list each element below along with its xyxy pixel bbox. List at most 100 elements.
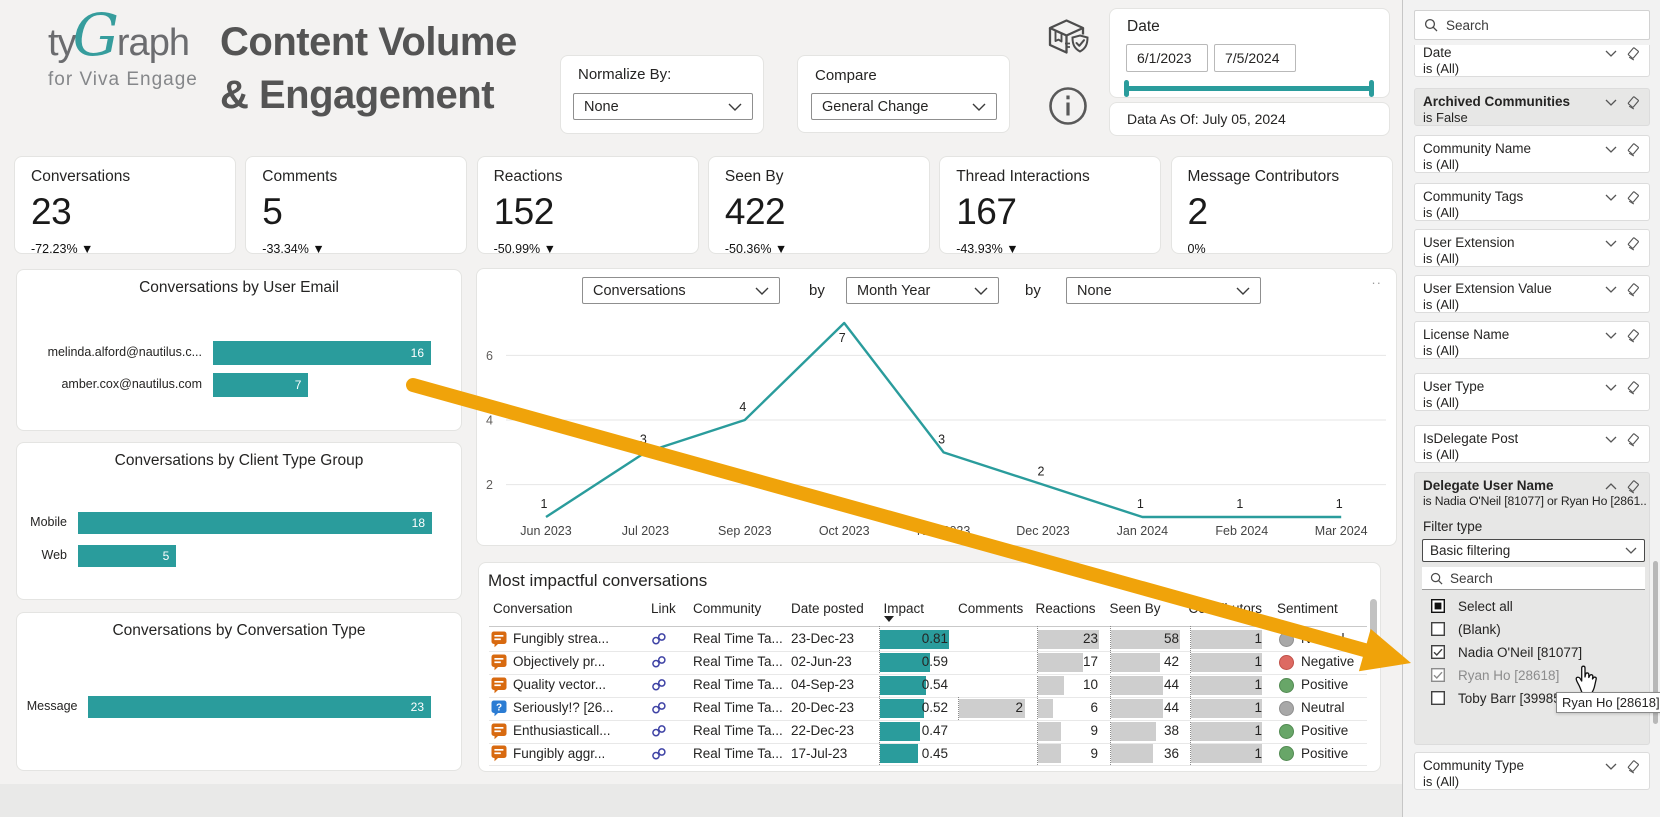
date-end-input[interactable]: 7/5/2024 (1214, 44, 1296, 72)
date-range-handle-left[interactable] (1124, 80, 1129, 97)
conversation-cell[interactable]: Objectively pr... (513, 654, 606, 670)
column-header[interactable]: Link (651, 601, 676, 616)
filter-value-search[interactable]: Search (1422, 567, 1645, 590)
date-range-handle-right[interactable] (1369, 80, 1374, 97)
bar[interactable]: 16 (213, 340, 431, 365)
dimension-dropdown-1[interactable]: Month Year (846, 277, 999, 304)
clear-filter-icon[interactable] (1626, 380, 1641, 395)
date-start-value: 6/1/2023 (1137, 50, 1192, 66)
bar[interactable]: 18 (78, 512, 432, 534)
chevron-down-icon[interactable] (1605, 146, 1617, 153)
filter-card[interactable]: User Extension is (All) (1414, 229, 1650, 267)
seen-by-value: 36 (1163, 745, 1179, 761)
clear-filter-icon[interactable] (1626, 282, 1641, 297)
clear-filter-icon[interactable] (1626, 432, 1641, 447)
link-icon[interactable] (651, 655, 667, 669)
measure-dropdown[interactable]: Conversations (582, 277, 780, 304)
info-icon[interactable] (1048, 86, 1088, 126)
table-scrollbar[interactable] (1370, 599, 1377, 638)
checkbox-partial-icon[interactable] (1431, 599, 1445, 613)
impact-value: 0.59 (921, 654, 948, 670)
link-icon[interactable] (651, 678, 667, 692)
conversation-cell[interactable]: Fungibly strea... (513, 631, 610, 647)
filter-card-title: Community Name (1423, 141, 1532, 156)
conversation-cell[interactable]: Seriously!? [26... (513, 700, 614, 716)
conversation-cell[interactable]: Fungibly aggr... (513, 745, 606, 761)
checkbox-checked-icon[interactable] (1431, 668, 1445, 682)
filter-card-title: Community Tags (1423, 188, 1524, 204)
bar[interactable]: 7 (213, 372, 309, 397)
dimension-dropdown-2[interactable]: None (1066, 277, 1261, 304)
column-header[interactable]: Community (693, 601, 762, 616)
reactions-bar (1037, 698, 1054, 718)
column-header[interactable]: Sentiment (1277, 601, 1338, 616)
chevron-down-icon[interactable] (1605, 286, 1617, 293)
chevron-down-icon[interactable] (1605, 50, 1617, 57)
filter-option[interactable]: (Blank) (1431, 618, 1501, 641)
filter-option[interactable]: Select all (1431, 595, 1513, 618)
checkbox-unchecked-icon[interactable] (1431, 691, 1445, 705)
chevron-down-icon[interactable] (1605, 384, 1617, 391)
clear-filter-icon[interactable] (1626, 142, 1641, 157)
clear-filter-icon[interactable] (1626, 95, 1641, 110)
clear-filter-icon[interactable] (1626, 190, 1641, 205)
bar[interactable]: 5 (78, 544, 177, 567)
filter-card[interactable]: Community Name is (All) (1414, 135, 1650, 173)
checkbox-checked-icon[interactable] (1431, 645, 1445, 659)
reactions-value: 9 (1090, 723, 1098, 739)
more-options-icon[interactable]: ·· (1371, 275, 1382, 290)
chevron-down-icon[interactable] (1605, 763, 1617, 770)
checkbox-unchecked-icon[interactable] (1431, 622, 1445, 636)
filter-pane-search[interactable]: Search (1414, 10, 1650, 40)
filter-card[interactable]: Archived Communities is False (1414, 88, 1650, 126)
community-cell: Real Time Ta... (693, 745, 783, 761)
filter-card-value: is (All) (1423, 204, 1460, 220)
chevron-down-icon[interactable] (1605, 194, 1617, 201)
bar[interactable]: 23 (88, 696, 431, 718)
column-header[interactable]: Seen By (1109, 601, 1161, 616)
column-header[interactable]: Conversation (493, 601, 573, 616)
link-icon[interactable] (651, 701, 667, 715)
normalize-by-dropdown[interactable]: None (573, 93, 753, 120)
clear-filter-icon[interactable] (1626, 236, 1641, 251)
conversation-cell[interactable]: Enthusiasticall... (513, 723, 611, 739)
link-icon[interactable] (651, 632, 667, 646)
link-icon[interactable] (651, 724, 667, 738)
link-icon[interactable] (651, 747, 667, 761)
sentiment-dot (1279, 654, 1294, 670)
logo-text-raph: raph (116, 22, 190, 64)
compare-dropdown[interactable]: General Change (811, 93, 997, 120)
column-header[interactable]: Impact (883, 601, 925, 616)
filter-option[interactable]: Ryan Ho [28618] (1431, 664, 1559, 687)
filter-card[interactable]: User Type is (All) (1414, 373, 1650, 411)
filter-card[interactable]: Community Tags is (All) (1414, 182, 1650, 221)
filter-card[interactable]: IsDelegate Post is (All) (1414, 425, 1650, 463)
column-header[interactable]: Reactions (1035, 601, 1096, 616)
date-start-input[interactable]: 6/1/2023 (1126, 44, 1208, 72)
column-header[interactable]: Comments (958, 601, 1024, 616)
filter-type-dropdown[interactable]: Basic filtering (1422, 539, 1645, 562)
filter-pane-scrollbar[interactable] (1653, 561, 1658, 724)
column-header[interactable]: Date posted (791, 601, 864, 616)
filter-option[interactable]: Nadia O'Neil [81077] (1431, 641, 1582, 664)
filter-card[interactable]: User Extension Value is (All) (1414, 275, 1650, 313)
filter-card[interactable]: Date is (All) (1414, 45, 1650, 77)
impact-bar (879, 744, 918, 764)
chevron-down-icon[interactable] (1605, 332, 1617, 339)
conversation-cell[interactable]: Quality vector... (513, 677, 607, 693)
chevron-down-icon[interactable] (1605, 240, 1617, 247)
clear-filter-icon[interactable] (1626, 759, 1641, 774)
chevron-up-icon[interactable] (1605, 483, 1617, 490)
chevron-down-icon[interactable] (1605, 99, 1617, 106)
filter-card[interactable]: License Name is (All) (1414, 321, 1650, 359)
clear-filter-icon[interactable] (1626, 479, 1641, 494)
date-range-track[interactable] (1126, 86, 1372, 91)
clear-filter-icon[interactable] (1626, 46, 1641, 61)
filter-card-title: Date (1423, 45, 1452, 60)
column-header[interactable]: Contributors (1188, 601, 1263, 616)
clear-filter-icon[interactable] (1626, 328, 1641, 343)
filter-option[interactable]: Toby Barr [39985] (1431, 687, 1565, 710)
chevron-down-icon[interactable] (1605, 436, 1617, 443)
contributors-bar (1190, 744, 1262, 764)
filter-card[interactable]: Community Type is (All) (1414, 752, 1650, 790)
